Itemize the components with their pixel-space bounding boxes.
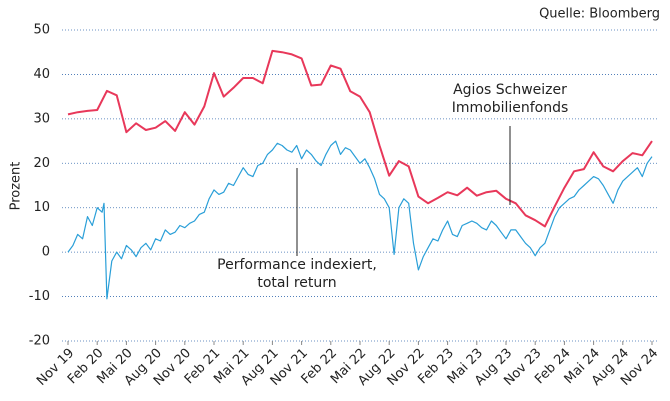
annotation: Immobilienfonds <box>452 100 569 116</box>
annotation: Agios Schweizer <box>453 82 567 98</box>
y-tick-label: 0 <box>42 245 50 260</box>
series-line <box>67 49 653 228</box>
y-tick-label: 30 <box>33 111 50 126</box>
y-axis-label: Prozent <box>9 162 24 211</box>
series-line <box>67 140 653 300</box>
annotation: Performance indexiert, <box>217 257 377 273</box>
y-tick-label: -20 <box>29 334 50 349</box>
annotation: total return <box>257 275 336 291</box>
y-tick-label: 40 <box>33 67 50 82</box>
y-tick-label: -10 <box>29 289 50 304</box>
source: Quelle: Bloomberg <box>539 7 660 22</box>
y-tick-label: 10 <box>33 200 50 215</box>
y-tick-label: 20 <box>33 156 50 171</box>
y-tick-label: 50 <box>33 23 50 38</box>
